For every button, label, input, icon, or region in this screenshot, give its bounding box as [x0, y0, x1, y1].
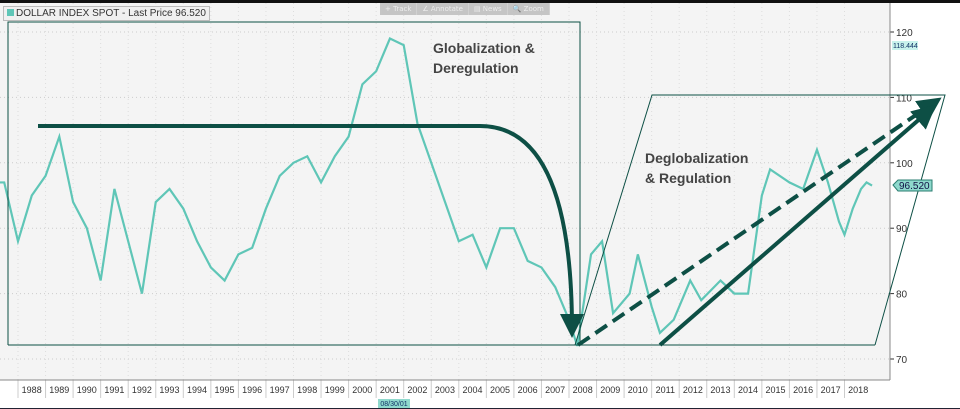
x-tick-label: 2018	[848, 385, 868, 395]
y-tick-label: 100	[896, 159, 913, 170]
x-tick-label: 2005	[490, 385, 510, 395]
x-tick-label: 1988	[22, 385, 42, 395]
x-tick-label: 1990	[77, 385, 97, 395]
high-label: 118.444	[893, 43, 918, 50]
series-line-dollar-index	[0, 37, 873, 347]
x-tick-label: 1996	[242, 385, 262, 395]
last-price-badge	[892, 179, 933, 192]
x-tick-label: 1995	[215, 385, 235, 395]
x-tick-label: 2014	[738, 385, 758, 395]
deglobalization-box	[574, 94, 946, 346]
annotate-button[interactable]: ∠ Annotate	[417, 3, 469, 15]
x-tick-label: 1998	[297, 385, 317, 395]
solid-trend-arrow	[658, 104, 937, 347]
y-tick-label: 110	[896, 93, 912, 104]
x-tick-label: 2013	[710, 385, 730, 395]
x-tick-label: 2015	[766, 385, 786, 395]
x-tick-label: 2012	[683, 385, 703, 395]
dashed-trend-arrow	[576, 97, 942, 347]
x-tick-label: 2016	[793, 385, 813, 395]
x-tick-label: 2009	[600, 385, 620, 395]
y-tick-label: 120	[896, 28, 913, 39]
legend: DOLLAR INDEX SPOT - Last Price 96.520	[3, 6, 210, 21]
legend-swatch	[7, 9, 14, 16]
x-tick-label: 2002	[407, 385, 427, 395]
x-tick-label: 1992	[132, 385, 152, 395]
zoom-button[interactable]: 🔍 Zoom	[508, 3, 550, 15]
y-tick-label: 70	[896, 355, 908, 366]
x-tick-label: 2011	[656, 385, 675, 395]
x-tick-label: 2010	[628, 385, 648, 395]
x-tick-label: 2004	[462, 385, 482, 395]
high-label-bg	[892, 41, 918, 50]
annotation-globalization: Globalization & Deregulation	[433, 40, 535, 76]
x-tick-label: 2000	[352, 385, 372, 395]
plot-area	[0, 3, 890, 380]
last-price-label: 96.520	[899, 181, 930, 192]
chart-toolbar: + Track ∠ Annotate ▤ News 🔍 Zoom	[380, 3, 550, 15]
y-tick-label: 90	[896, 224, 908, 235]
decline-arrow	[38, 124, 584, 338]
x-tick-label: 2007	[545, 385, 565, 395]
news-button[interactable]: ▤ News	[469, 3, 508, 15]
top-bar	[0, 0, 960, 3]
x-tick-label: 1993	[159, 385, 179, 395]
x-tick-label: 2006	[518, 385, 538, 395]
annotation-deglobalization: Deglobalization & Regulation	[645, 150, 749, 186]
x-tick-label: 2003	[435, 385, 455, 395]
x-tick-label: 1997	[270, 385, 290, 395]
x-tick-label: 1994	[187, 385, 207, 395]
globalization-box	[7, 21, 581, 345]
x-tick-label: 2008	[573, 385, 593, 395]
legend-label: DOLLAR INDEX SPOT - Last Price 96.520	[16, 8, 206, 19]
track-button[interactable]: + Track	[380, 3, 418, 15]
cursor-date: 08/30/01	[380, 401, 407, 408]
x-tick-label: 2001	[380, 385, 400, 395]
x-tick-label: 1999	[325, 385, 345, 395]
x-tick-label: 2017	[821, 385, 841, 395]
y-tick-label: 80	[896, 290, 908, 301]
x-tick-label: 1991	[104, 385, 124, 395]
x-tick-label: 1989	[49, 385, 69, 395]
cursor-date-bg	[378, 399, 410, 408]
